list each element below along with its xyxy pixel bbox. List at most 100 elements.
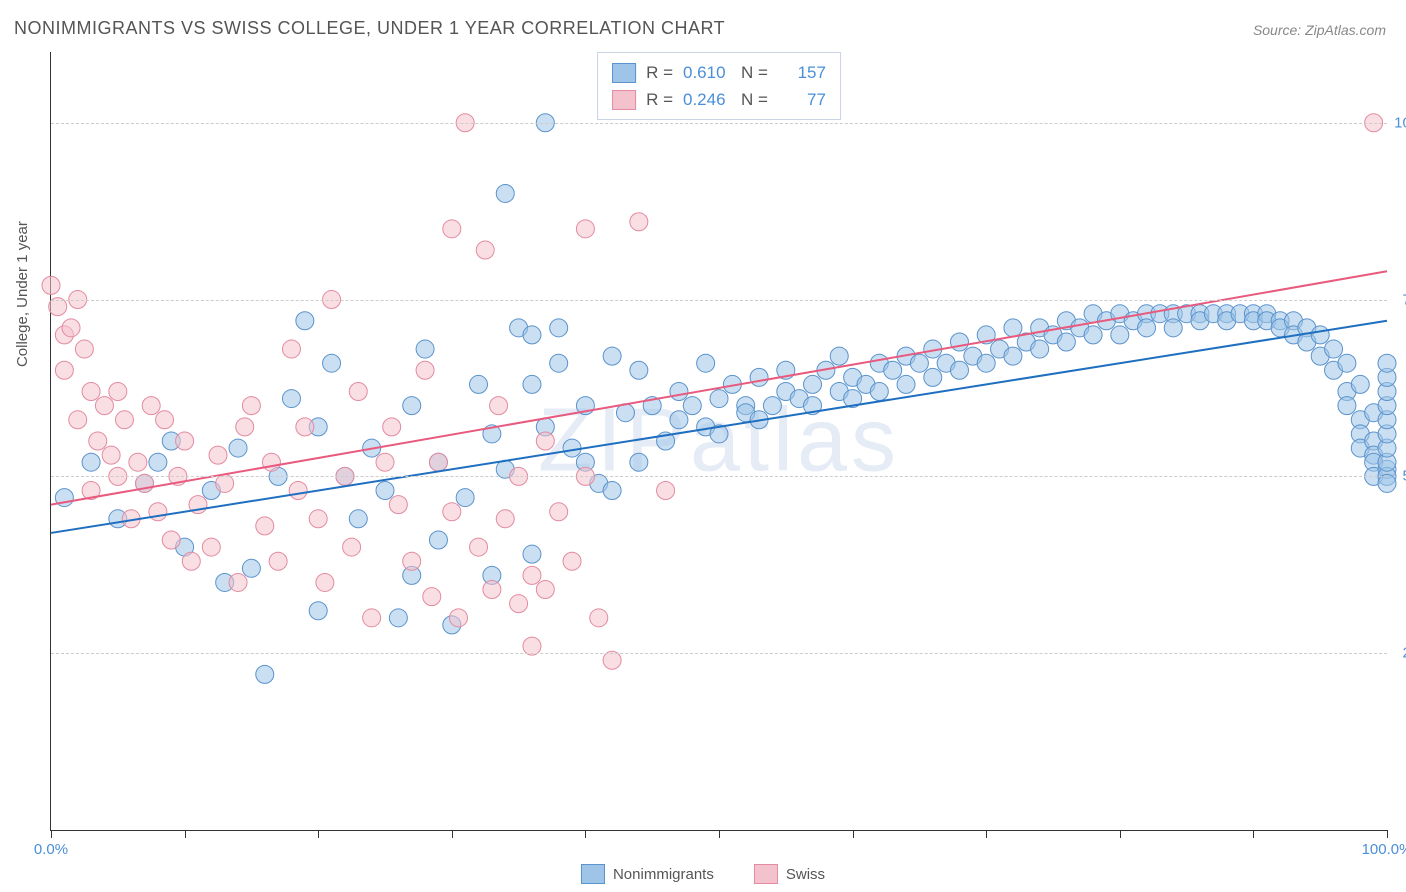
x-tick	[51, 830, 52, 838]
data-point	[576, 220, 594, 238]
x-tick	[185, 830, 186, 838]
data-point	[603, 347, 621, 365]
y-tick-label: 50.0%	[1402, 468, 1406, 485]
x-tick	[452, 830, 453, 838]
data-point	[142, 397, 160, 415]
x-tick	[1387, 830, 1388, 838]
data-point	[670, 382, 688, 400]
data-point	[89, 432, 107, 450]
data-point	[416, 340, 434, 358]
data-point	[710, 390, 728, 408]
data-point	[1164, 319, 1182, 337]
data-point	[42, 276, 60, 294]
data-point	[830, 347, 848, 365]
legend-stats-row: R =0.610N =157	[612, 59, 826, 86]
data-point	[349, 382, 367, 400]
data-point	[496, 184, 514, 202]
y-tick-label: 75.0%	[1402, 291, 1406, 308]
stat-r-label: R =	[646, 86, 673, 113]
data-point	[162, 531, 180, 549]
data-point	[129, 453, 147, 471]
legend-stats-box: R =0.610N =157R =0.246N =77	[597, 52, 841, 120]
data-point	[670, 411, 688, 429]
data-point	[470, 375, 488, 393]
data-point	[429, 531, 447, 549]
data-point	[236, 418, 254, 436]
x-tick-label: 100.0%	[1362, 841, 1406, 858]
stat-n-value: 77	[778, 86, 826, 113]
y-tick-label: 100.0%	[1394, 114, 1406, 131]
data-point	[176, 432, 194, 450]
data-point	[182, 552, 200, 570]
trend-line	[51, 271, 1387, 504]
data-point	[563, 552, 581, 570]
data-point	[523, 375, 541, 393]
data-point	[763, 397, 781, 415]
data-point	[449, 609, 467, 627]
data-point	[1351, 375, 1369, 393]
data-point	[202, 538, 220, 556]
stat-n-label: N =	[741, 86, 768, 113]
data-point	[630, 361, 648, 379]
x-tick-label: 0.0%	[34, 841, 68, 858]
data-point	[630, 453, 648, 471]
data-point	[1084, 326, 1102, 344]
stat-n-label: N =	[741, 59, 768, 86]
data-point	[483, 581, 501, 599]
gridline	[51, 653, 1387, 654]
chart-container: NONIMMIGRANTS VS SWISS COLLEGE, UNDER 1 …	[0, 0, 1406, 892]
x-tick	[719, 830, 720, 838]
data-point	[550, 503, 568, 521]
data-point	[523, 545, 541, 563]
data-point	[1111, 326, 1129, 344]
data-point	[115, 411, 133, 429]
legend-swatch	[581, 864, 605, 884]
data-point	[870, 382, 888, 400]
data-point	[296, 418, 314, 436]
data-point	[1031, 340, 1049, 358]
data-point	[1057, 333, 1075, 351]
data-point	[376, 482, 394, 500]
data-point	[1378, 354, 1396, 372]
y-axis-label: College, Under 1 year	[14, 221, 31, 367]
data-point	[476, 241, 494, 259]
data-point	[950, 333, 968, 351]
data-point	[750, 368, 768, 386]
data-point	[109, 382, 127, 400]
stat-r-label: R =	[646, 59, 673, 86]
data-point	[309, 602, 327, 620]
data-point	[536, 581, 554, 599]
data-point	[296, 312, 314, 330]
data-point	[563, 439, 581, 457]
data-point	[343, 538, 361, 556]
data-point	[95, 397, 113, 415]
data-point	[657, 482, 675, 500]
data-point	[389, 609, 407, 627]
data-point	[69, 411, 87, 429]
data-point	[910, 354, 928, 372]
scatter-svg	[51, 52, 1387, 830]
data-point	[897, 375, 915, 393]
x-tick	[1120, 830, 1121, 838]
data-point	[269, 552, 287, 570]
gridline	[51, 123, 1387, 124]
data-point	[429, 453, 447, 471]
data-point	[62, 319, 80, 337]
data-point	[282, 390, 300, 408]
data-point	[149, 503, 167, 521]
data-point	[616, 404, 634, 422]
x-tick	[585, 830, 586, 838]
data-point	[376, 453, 394, 471]
data-point	[282, 340, 300, 358]
data-point	[804, 375, 822, 393]
data-point	[383, 418, 401, 436]
data-point	[443, 503, 461, 521]
data-point	[416, 361, 434, 379]
data-point	[1004, 319, 1022, 337]
data-point	[389, 496, 407, 514]
data-point	[55, 361, 73, 379]
data-point	[536, 432, 554, 450]
stat-n-value: 157	[778, 59, 826, 86]
data-point	[229, 573, 247, 591]
data-point	[1311, 326, 1329, 344]
